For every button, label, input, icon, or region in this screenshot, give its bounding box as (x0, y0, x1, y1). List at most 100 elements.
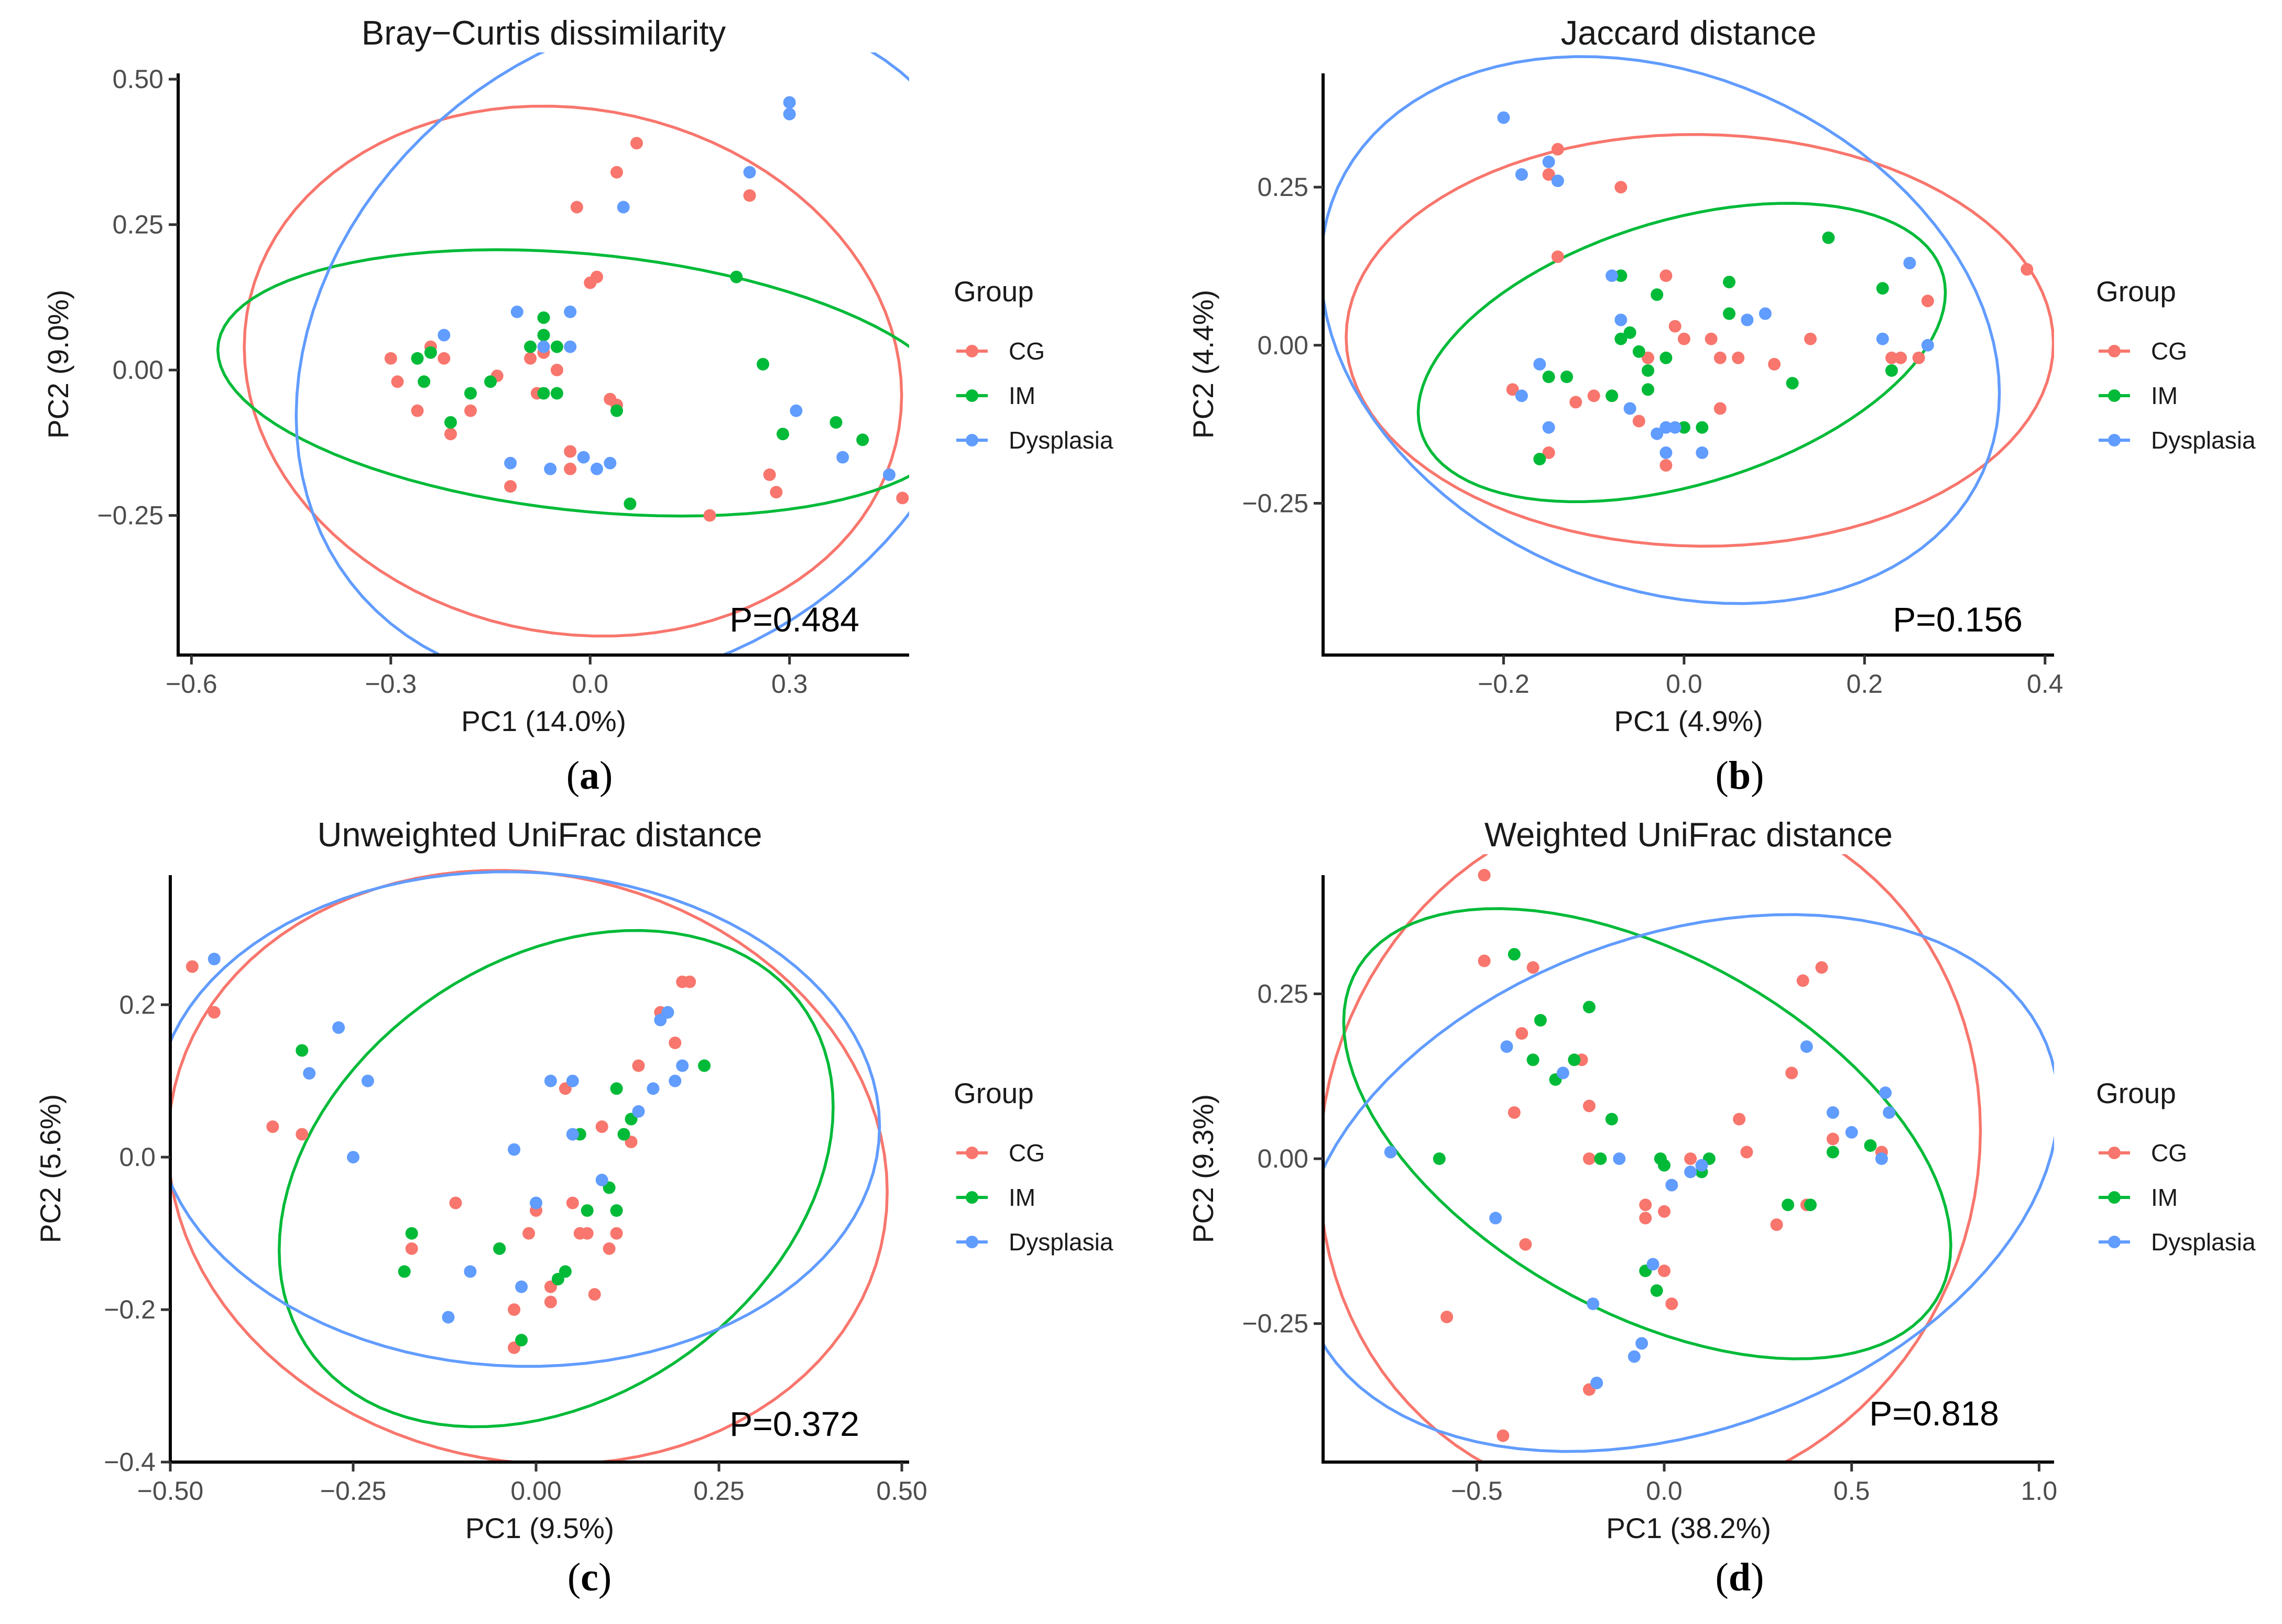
x-tick-label: −0.2 (1478, 669, 1530, 699)
legend-item-cg: CG (956, 337, 1045, 365)
legend-label: IM (1009, 1184, 1035, 1211)
y-tick-label: 0.25 (1258, 979, 1308, 1009)
x-tick-label: 0.2 (1847, 669, 1883, 699)
data-point-cg (581, 1227, 594, 1240)
data-point-cg (1804, 332, 1817, 345)
x-tick-label: −0.50 (137, 1476, 204, 1506)
data-point-dysplasia (632, 1105, 645, 1118)
legend: Group CG IM Dysplasia (954, 275, 1113, 454)
data-point-cg (591, 270, 603, 284)
data-point-dysplasia (595, 1173, 608, 1186)
legend-key-dot (966, 345, 978, 357)
x-tick-label: −0.5 (1451, 1476, 1503, 1506)
data-point-im (730, 270, 743, 284)
legend-title: Group (2096, 275, 2176, 308)
data-point-im (1582, 1000, 1596, 1013)
legend-label: CG (1009, 337, 1045, 365)
data-point-cg (669, 1037, 682, 1049)
data-point-cg (391, 375, 404, 388)
data-point-cg (1587, 389, 1600, 402)
data-point-im (1508, 948, 1521, 961)
data-point-cg (544, 1295, 557, 1309)
panel-label: (b) (1716, 754, 1764, 798)
legend-item-im: IM (2099, 1184, 2178, 1211)
data-point-cg (630, 137, 643, 150)
data-point-im (1826, 1146, 1839, 1159)
data-point-dysplasia (1590, 1377, 1603, 1389)
data-point-im (1632, 345, 1645, 358)
data-point-im (617, 1128, 630, 1141)
data-point-im (1533, 453, 1546, 465)
x-tick-label: 1.0 (2021, 1476, 2058, 1506)
data-point-cg (683, 975, 696, 988)
data-point-dysplasia (883, 468, 896, 481)
legend-item-cg: CG (956, 1139, 1045, 1167)
data-point-cg (185, 960, 199, 973)
data-point-cg (1526, 961, 1539, 974)
data-point-cg (1912, 351, 1925, 364)
data-point-dysplasia (361, 1074, 374, 1087)
data-point-cg (1658, 1205, 1670, 1218)
data-point-cg (1770, 1218, 1783, 1231)
legend-key-dot (2108, 1191, 2121, 1204)
data-point-im (1659, 351, 1673, 364)
panel-jaccard: Jaccard distance −0.2 0.0 0.2 0.4 −0.25 0.00 0.… (1187, 14, 2256, 798)
legend-title: Group (954, 1077, 1034, 1109)
data-point-cg (1684, 1152, 1697, 1165)
data-point-im (537, 311, 550, 324)
data-point-cg (508, 1303, 521, 1316)
x-tick-label: 0.0 (1646, 1476, 1683, 1506)
data-point-dysplasia (530, 1196, 542, 1209)
x-tick-label: −0.3 (365, 669, 417, 699)
data-point-dysplasia (1903, 257, 1916, 269)
data-point-cg (743, 189, 756, 202)
y-tick-label: 0.2 (119, 990, 156, 1019)
data-point-cg (405, 1242, 418, 1255)
data-point-im (1606, 389, 1619, 402)
data-point-im (581, 1204, 594, 1217)
legend-item-dysplasia: Dysplasia (956, 1228, 1113, 1256)
y-tick-label: 0.00 (1258, 1144, 1308, 1173)
y-axis-title: PC2 (9.3%) (1187, 1094, 1219, 1243)
data-point-im (1677, 421, 1690, 434)
data-point-cg (1582, 1152, 1596, 1165)
data-point-dysplasia (544, 462, 557, 475)
data-point-dysplasia (1684, 1165, 1697, 1179)
legend-key-dot (2108, 389, 2121, 402)
data-point-im (537, 387, 550, 400)
data-point-cg (504, 480, 517, 493)
data-point-dysplasia (303, 1067, 316, 1080)
legend-key-dot (2108, 1236, 2121, 1248)
data-point-dysplasia (1542, 421, 1555, 434)
confidence-ellipse-dysplasia (170, 870, 881, 1368)
points-layer (1497, 111, 2034, 472)
data-point-cg (1768, 358, 1781, 370)
data-point-im (1822, 231, 1835, 244)
data-point-im (1526, 1053, 1539, 1066)
data-point-cg (266, 1120, 279, 1133)
data-point-im (296, 1044, 309, 1057)
data-point-dysplasia (1489, 1212, 1502, 1225)
data-point-cg (1478, 954, 1491, 967)
x-tick-label: 0.5 (1833, 1476, 1870, 1506)
data-point-dysplasia (1659, 421, 1673, 434)
data-point-im (1804, 1198, 1817, 1212)
data-point-cg (1659, 269, 1673, 282)
points-layer (185, 953, 711, 1354)
data-point-im (1534, 1013, 1547, 1027)
data-point-dysplasia (669, 1074, 682, 1087)
legend-key-dot (2108, 345, 2121, 357)
points-layer (1384, 869, 1896, 1442)
legend-title: Group (2096, 1077, 2176, 1109)
data-point-im (1864, 1139, 1877, 1152)
legend-label: CG (1009, 1139, 1045, 1167)
panel-label: (d) (1716, 1555, 1764, 1599)
plot-title: Jaccard distance (1561, 14, 1817, 52)
x-tick-label: 0.4 (2027, 669, 2063, 699)
confidence-ellipse-dysplasia (294, 52, 909, 655)
x-tick-label: 0.0 (1666, 669, 1702, 699)
data-point-im (1568, 1053, 1581, 1066)
data-point-im (1623, 326, 1636, 339)
data-point-dysplasia (1628, 1350, 1641, 1363)
